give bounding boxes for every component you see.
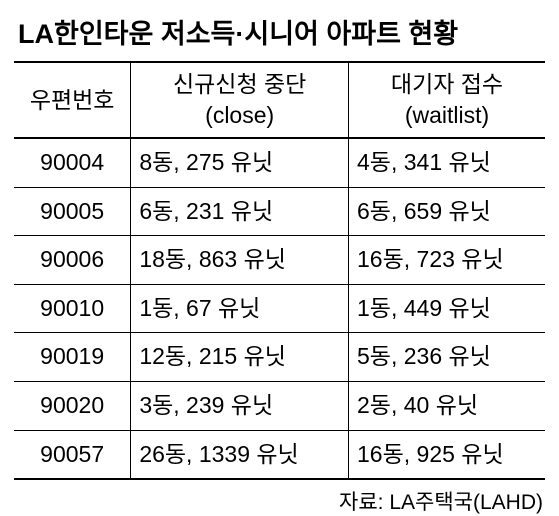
table-source: 자료: LA주택국(LAHD) xyxy=(14,486,545,516)
cell-zip: 90005 xyxy=(14,187,131,236)
cell-close: 1동, 67 유닛 xyxy=(131,284,349,333)
cell-close: 3동, 239 유닛 xyxy=(131,382,349,431)
table-row: 90010 1동, 67 유닛 1동, 449 유닛 xyxy=(14,284,545,333)
cell-waitlist: 5동, 236 유닛 xyxy=(349,333,545,382)
table-header-row: 우편번호 신규신청 중단 (close) 대기자 접수 (waitlist) xyxy=(14,62,545,138)
cell-close: 18동, 863 유닛 xyxy=(131,236,349,285)
apartment-status-table: 우편번호 신규신청 중단 (close) 대기자 접수 (waitlist) 9… xyxy=(14,61,545,480)
table-row: 90019 12동, 215 유닛 5동, 236 유닛 xyxy=(14,333,545,382)
cell-waitlist: 2동, 40 유닛 xyxy=(349,382,545,431)
cell-close: 8동, 275 유닛 xyxy=(131,138,349,187)
cell-close: 6동, 231 유닛 xyxy=(131,187,349,236)
table-row: 90020 3동, 239 유닛 2동, 40 유닛 xyxy=(14,382,545,431)
table-row: 90005 6동, 231 유닛 6동, 659 유닛 xyxy=(14,187,545,236)
table-body: 90004 8동, 275 유닛 4동, 341 유닛 90005 6동, 23… xyxy=(14,138,545,479)
cell-close: 26동, 1339 유닛 xyxy=(131,430,349,479)
cell-close: 12동, 215 유닛 xyxy=(131,333,349,382)
cell-waitlist: 6동, 659 유닛 xyxy=(349,187,545,236)
header-close-line2: (close) xyxy=(205,102,274,128)
table-title: LA한인타운 저소득·시니어 아파트 현황 xyxy=(14,12,545,51)
header-waitlist-line2: (waitlist) xyxy=(405,102,489,128)
header-close-line1: 신규신청 중단 xyxy=(173,71,306,97)
cell-waitlist: 4동, 341 유닛 xyxy=(349,138,545,187)
table-row: 90057 26동, 1339 유닛 16동, 925 유닛 xyxy=(14,430,545,479)
header-close: 신규신청 중단 (close) xyxy=(131,62,349,138)
header-zip: 우편번호 xyxy=(14,62,131,138)
cell-zip: 90057 xyxy=(14,430,131,479)
table-row: 90006 18동, 863 유닛 16동, 723 유닛 xyxy=(14,236,545,285)
cell-waitlist: 1동, 449 유닛 xyxy=(349,284,545,333)
table-row: 90004 8동, 275 유닛 4동, 341 유닛 xyxy=(14,138,545,187)
cell-zip: 90004 xyxy=(14,138,131,187)
cell-zip: 90010 xyxy=(14,284,131,333)
cell-zip: 90006 xyxy=(14,236,131,285)
cell-zip: 90020 xyxy=(14,382,131,431)
header-waitlist-line1: 대기자 접수 xyxy=(391,71,503,97)
cell-zip: 90019 xyxy=(14,333,131,382)
header-waitlist: 대기자 접수 (waitlist) xyxy=(349,62,545,138)
header-zip-line1: 우편번호 xyxy=(30,87,115,113)
cell-waitlist: 16동, 723 유닛 xyxy=(349,236,545,285)
cell-waitlist: 16동, 925 유닛 xyxy=(349,430,545,479)
